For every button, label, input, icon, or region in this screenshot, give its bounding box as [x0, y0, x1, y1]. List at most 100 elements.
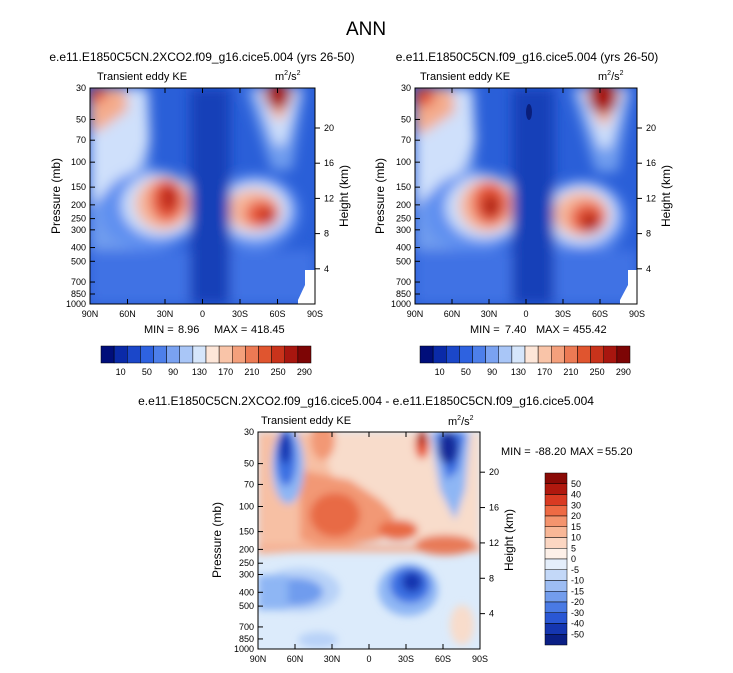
y-tick-label: 250	[71, 214, 86, 224]
y-right-tick-label: 8	[489, 573, 494, 583]
x-tick-label: 30S	[555, 309, 571, 319]
x-tick-label: 30N	[481, 309, 498, 319]
colorbar-swatch	[297, 345, 312, 364]
colorbar-label: -40	[571, 619, 584, 629]
panel-3-title: e.e11.E1850C5CN.2XCO2.f09_g16.cice5.004 …	[138, 394, 594, 408]
colorbar-swatch	[192, 345, 207, 364]
colorbar-swatch	[544, 526, 568, 538]
panel-1-min-label: MIN =	[144, 324, 174, 336]
colorbar-swatch	[544, 623, 568, 635]
colorbar-label: 10	[116, 367, 126, 377]
panel-1-ylabel-right: Height (km)	[337, 165, 351, 227]
panel-3-max-label: MAX =	[570, 446, 603, 458]
colorbar-label: 130	[192, 367, 207, 377]
x-tick-label: 60S	[269, 309, 285, 319]
panel-2-field	[415, 88, 637, 304]
y-right-tick-label: 12	[489, 538, 499, 548]
x-tick-label: 90N	[250, 654, 267, 664]
y-tick-label: 850	[71, 289, 86, 299]
colorbar-label: 290	[616, 367, 631, 377]
colorbar-label: 250	[590, 367, 605, 377]
panel-2-min-value: 7.40	[505, 324, 526, 336]
colorbar-swatch	[100, 345, 115, 364]
panel-2-max-label: MAX =	[536, 324, 569, 336]
panel-1-field	[90, 88, 315, 304]
x-tick-label: 30S	[398, 654, 414, 664]
panel-2-colorbar: 10 50 90 130 170 210 250 290	[419, 345, 631, 377]
y-tick-label: 50	[244, 459, 254, 469]
y-tick-label: 50	[401, 114, 411, 124]
colorbar-label: 40	[571, 490, 581, 500]
colorbar-label: 0	[571, 554, 576, 564]
y-right-tick-label: 4	[646, 264, 651, 274]
panel-1-colorbar: 10 50 90 130 170 210 250 290	[100, 345, 312, 377]
colorbar-label: 20	[571, 511, 581, 521]
colorbar-label: 210	[563, 367, 578, 377]
panel-1-units: m2/s2	[275, 70, 301, 83]
y-tick-label: 250	[239, 558, 254, 568]
y-tick-label: 700	[396, 277, 411, 287]
colorbar-swatch	[432, 345, 447, 364]
panel-1-title: e.e11.E1850C5CN.2XCO2.f09_g16.cice5.004 …	[49, 50, 354, 64]
y-tick-label: 500	[71, 256, 86, 266]
x-tick-label: 30N	[157, 309, 174, 319]
colorbar-label: -10	[571, 576, 584, 586]
colorbar-swatch	[284, 345, 299, 364]
colorbar-swatch	[271, 345, 285, 364]
y-tick-label: 400	[396, 243, 411, 253]
colorbar-label: -50	[571, 629, 584, 639]
panel-3-min-label: MIN =	[501, 446, 531, 458]
colorbar-swatch	[459, 345, 473, 364]
colorbar-label: 50	[571, 479, 581, 489]
panel-2-ylabel-right: Height (km)	[659, 165, 673, 227]
colorbar-label: 290	[297, 367, 312, 377]
x-tick-label: 30S	[232, 309, 248, 319]
panel-2-units: m2/s2	[598, 70, 624, 83]
y-tick-label: 250	[396, 214, 411, 224]
x-tick-label: 30N	[324, 654, 341, 664]
y-tick-label: 30	[244, 427, 254, 437]
panel-1-max-value: 418.45	[251, 324, 285, 336]
y-right-tick-label: 8	[324, 229, 329, 239]
colorbar-label: 50	[142, 367, 152, 377]
colorbar-label: 10	[571, 533, 581, 543]
y-right-tick-label: 12	[646, 193, 656, 203]
colorbar-swatch	[419, 345, 434, 364]
y-tick-label: 70	[401, 135, 411, 145]
y-tick-label: 70	[76, 135, 86, 145]
y-tick-label: 1000	[234, 644, 254, 654]
colorbar-swatch	[551, 345, 565, 364]
y-tick-label: 700	[239, 622, 254, 632]
colorbar-label: 170	[218, 367, 233, 377]
y-right-tick-label: 16	[489, 503, 499, 513]
colorbar-swatch	[537, 345, 552, 364]
colorbar-label: 90	[487, 367, 497, 377]
y-tick-label: 30	[401, 83, 411, 93]
y-tick-label: 850	[396, 289, 411, 299]
y-right-tick-label: 4	[324, 264, 329, 274]
y-right-tick-label: 16	[324, 158, 334, 168]
colorbar-swatch	[218, 345, 233, 364]
colorbar-swatch	[511, 345, 526, 364]
y-right-tick-label: 20	[646, 123, 656, 133]
colorbar-swatch	[232, 345, 246, 364]
x-tick-label: 0	[523, 309, 528, 319]
colorbar-swatch	[153, 345, 167, 364]
x-tick-label: 90S	[629, 309, 645, 319]
colorbar-swatch	[544, 505, 568, 517]
x-tick-label: 90S	[307, 309, 323, 319]
colorbar-swatch	[446, 345, 460, 364]
colorbar-label: -15	[571, 586, 584, 596]
y-tick-label: 300	[396, 225, 411, 235]
colorbar-label: 90	[168, 367, 178, 377]
y-tick-label: 150	[396, 182, 411, 192]
y-tick-label: 200	[71, 200, 86, 210]
x-tick-label: 90N	[407, 309, 424, 319]
colorbar-label: 130	[511, 367, 526, 377]
panel-3-field	[258, 432, 480, 649]
colorbar-swatch	[140, 345, 154, 364]
colorbar-label: -20	[571, 597, 584, 607]
colorbar-swatch	[544, 591, 568, 603]
colorbar-swatch	[616, 345, 631, 364]
